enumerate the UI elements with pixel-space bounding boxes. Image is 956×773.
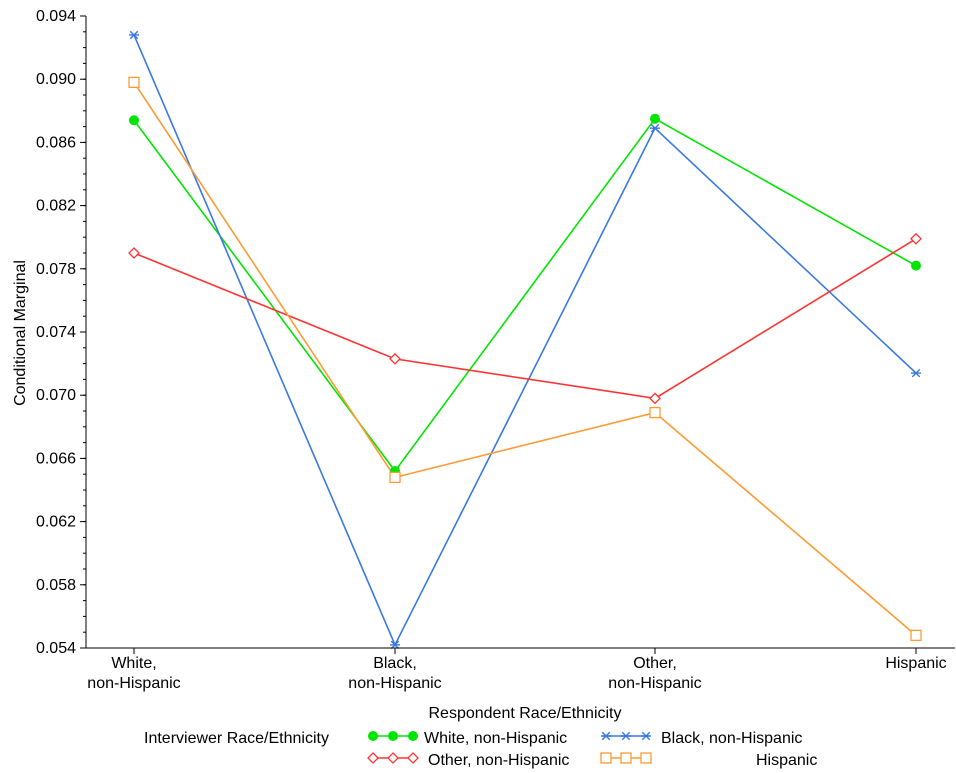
x-tick-label: White, non-Hispanic: [87, 655, 180, 692]
data-point: [389, 471, 401, 484]
x-tick-label: Hispanic: [885, 655, 946, 672]
legend-marker: [620, 752, 632, 764]
x-tick-label: Other, non-Hispanic: [608, 655, 701, 692]
y-tick-label: 0.062: [36, 514, 76, 531]
y-axis-title: Conditional Marginal: [12, 260, 29, 406]
data-point: [910, 629, 922, 642]
data-point: [128, 76, 140, 89]
x-axis-title: Respondent Race/Ethnicity: [429, 705, 622, 722]
y-tick-label: 0.078: [36, 261, 76, 278]
legend-marker: [621, 731, 631, 741]
data-point: [129, 30, 139, 40]
data-point: [129, 115, 139, 126]
y-tick-label: 0.074: [36, 324, 76, 341]
data-point: [911, 368, 921, 378]
legend-title: Interviewer Race/Ethnicity: [144, 730, 329, 747]
legend-marker: [600, 752, 612, 764]
y-tick-label: 0.054: [36, 640, 76, 657]
legend-label: Black, non-Hispanic: [661, 730, 802, 747]
y-tick-label: 0.082: [36, 198, 76, 215]
legend-label: Other, non-Hispanic: [428, 752, 569, 769]
x-tick-label: Black, non-Hispanic: [348, 655, 441, 692]
y-tick-label: 0.086: [36, 134, 76, 151]
legend-item: Black, non-Hispanic: [601, 730, 802, 747]
legend-marker: [408, 731, 418, 741]
data-point: [911, 260, 921, 271]
series-line-other-non-hispanic: [133, 238, 917, 400]
data-point: [389, 352, 401, 365]
data-point: [650, 113, 660, 124]
data-point: [650, 123, 660, 133]
data-point: [390, 640, 400, 650]
legend-marker: [407, 752, 419, 764]
legend-marker: [387, 752, 399, 764]
legend-item: White, non-Hispanic: [368, 730, 567, 747]
series-line-hispanic: [133, 81, 917, 636]
legend-marker: [368, 731, 378, 741]
legend-label: White, non-Hispanic: [424, 730, 567, 747]
legend-item: Hispanic: [600, 752, 817, 769]
y-tick-label: 0.090: [36, 71, 76, 88]
plot-area: [128, 30, 922, 650]
y-tick-label: 0.058: [36, 577, 76, 594]
y-tick-label: 0.066: [36, 450, 76, 467]
legend-marker: [640, 752, 652, 764]
data-point: [649, 392, 661, 405]
data-point: [649, 406, 661, 419]
y-tick-label: 0.094: [36, 8, 76, 25]
y-tick-label: 0.070: [36, 387, 76, 404]
legend-item: Other, non-Hispanic: [367, 752, 569, 769]
axes: 0.054 0.058 0.062 0.066 0.070 0.074 0.078 0.082…: [36, 8, 955, 692]
legend-marker: [601, 731, 611, 741]
data-point: [910, 232, 922, 245]
legend-marker: [388, 731, 398, 741]
data-point: [128, 247, 140, 259]
series-line-white-non-hispanic: [133, 117, 917, 473]
legend-marker: [367, 752, 379, 764]
legend: Interviewer Race/Ethnicity White, non-Hi…: [144, 730, 817, 769]
series-line-black-non-hispanic: [133, 34, 917, 647]
legend-label: Hispanic: [756, 752, 817, 769]
legend-marker: [641, 731, 651, 741]
